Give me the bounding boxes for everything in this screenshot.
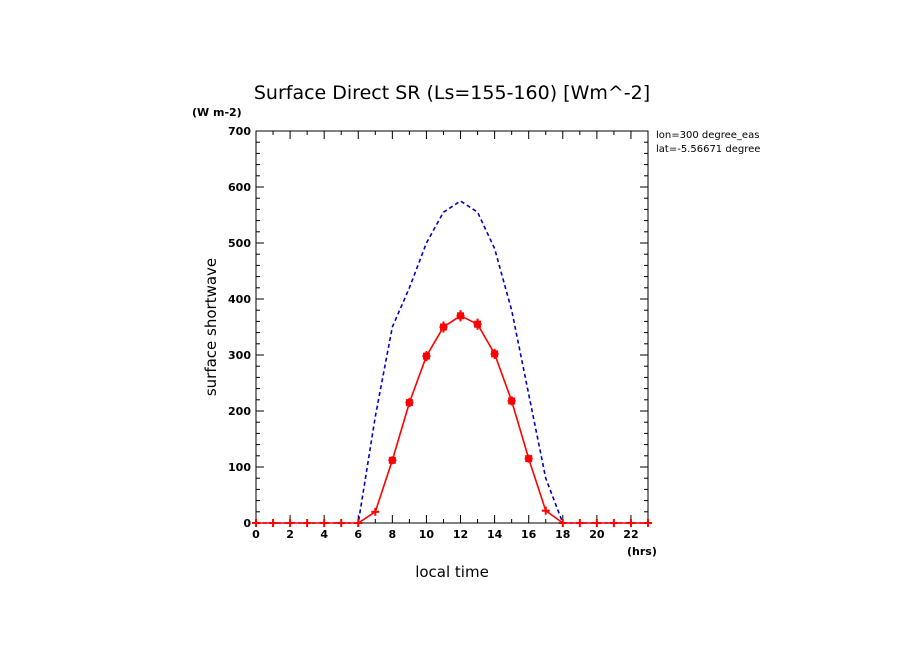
data-point-marker <box>541 506 550 515</box>
x-tick-label: 0 <box>252 528 260 541</box>
data-point-marker <box>337 519 346 527</box>
marker-box <box>474 320 482 328</box>
marker-box <box>457 312 465 320</box>
plot-frame <box>255 130 649 524</box>
data-point-marker <box>644 519 652 527</box>
marker-box <box>439 323 447 331</box>
y-axis-label: surface shortwave <box>202 258 220 396</box>
data-point-marker <box>626 519 635 527</box>
data-point-marker <box>388 456 397 465</box>
y-tick-label: 700 <box>228 125 251 138</box>
data-point-marker <box>592 519 601 527</box>
series-line-solid <box>256 314 648 524</box>
x-tick-label: 14 <box>487 528 503 541</box>
annotation-lon: lon=300 degree_eas <box>656 130 759 141</box>
x-tick-label: 4 <box>320 528 328 541</box>
data-point-marker <box>609 519 618 527</box>
data-point-marker <box>473 318 482 330</box>
y-tick-label: 100 <box>228 461 251 474</box>
data-point-marker <box>558 519 567 527</box>
chart-title: Surface Direct SR (Ls=155-160) [Wm^-2] <box>254 82 650 104</box>
x-tick-label: 10 <box>419 528 435 541</box>
x-tick-label: 6 <box>354 528 362 541</box>
y-tick-label: 600 <box>228 181 251 194</box>
marker-box <box>405 399 413 407</box>
data-point-marker <box>524 454 533 463</box>
x-axis-label: local time <box>415 563 489 581</box>
x-unit-label: (hrs) <box>627 545 657 558</box>
data-point-marker <box>286 519 295 527</box>
marker-box <box>525 455 533 463</box>
marker-box <box>491 350 499 358</box>
y-tick-label: 500 <box>228 237 251 250</box>
data-series <box>252 200 652 527</box>
y-unit-label: (W m-2) <box>192 106 242 119</box>
annotation-lat: lat=-5.56671 degree <box>656 144 760 155</box>
x-tick-label: 22 <box>623 528 638 541</box>
marker-box <box>388 456 396 464</box>
data-point-marker <box>507 396 516 406</box>
data-point-marker <box>405 398 414 408</box>
data-point-marker <box>575 519 584 527</box>
data-point-marker <box>439 321 448 333</box>
data-point-marker <box>354 519 363 527</box>
data-point-marker <box>303 519 312 527</box>
x-tick-label: 8 <box>389 528 397 541</box>
x-tick-label: 2 <box>286 528 294 541</box>
data-point-marker <box>371 507 380 516</box>
data-point-marker <box>456 310 465 322</box>
data-point-marker <box>252 519 260 527</box>
marker-box <box>508 397 516 405</box>
marker-box <box>422 352 430 360</box>
data-point-marker <box>320 519 329 527</box>
y-tick-label: 0 <box>243 517 251 530</box>
data-point-marker <box>269 519 278 527</box>
y-tick-label: 300 <box>228 349 251 362</box>
series-line-dashed <box>256 200 648 524</box>
x-tick-label: 20 <box>589 528 605 541</box>
y-tick-label: 200 <box>228 405 251 418</box>
data-point-marker <box>490 348 499 359</box>
y-tick-label: 400 <box>228 293 251 306</box>
x-tick-label: 16 <box>521 528 537 541</box>
data-point-marker <box>422 351 431 362</box>
x-tick-label: 18 <box>555 528 570 541</box>
axes-ticks: 0 2 4 6 8 10 12 14 16 18 20 22 0 100 200 300 400 500 600 70… <box>228 125 649 541</box>
x-tick-label: 12 <box>453 528 468 541</box>
